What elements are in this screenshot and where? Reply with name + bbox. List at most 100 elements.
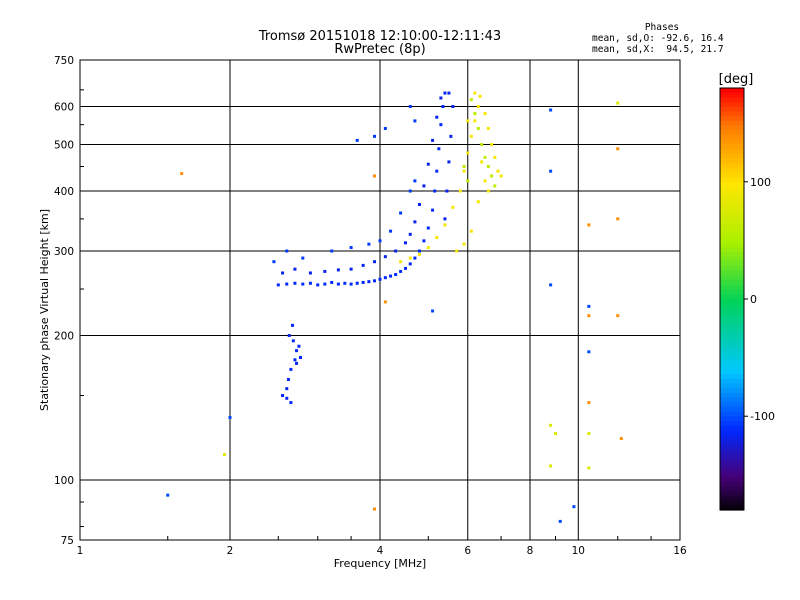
colorbar-segment xyxy=(720,505,744,511)
data-point xyxy=(462,242,466,246)
data-point xyxy=(458,189,462,193)
data-point xyxy=(443,223,447,227)
data-point xyxy=(408,262,412,266)
data-point xyxy=(587,466,591,470)
colorbar-segment xyxy=(720,486,744,492)
data-point xyxy=(367,280,371,284)
data-point xyxy=(483,112,487,116)
x-tick-label: 16 xyxy=(673,545,687,557)
colorbar-segment xyxy=(720,458,744,464)
data-point xyxy=(166,493,170,497)
data-point xyxy=(549,108,553,112)
colorbar-segment xyxy=(720,284,744,291)
data-point xyxy=(417,253,421,257)
colorbar-segment xyxy=(720,172,744,178)
colorbar-segment xyxy=(720,364,744,370)
colorbar-segment xyxy=(720,411,744,417)
data-point xyxy=(616,314,620,318)
colorbar-label: [deg] xyxy=(719,72,754,87)
colorbar-segment xyxy=(720,299,744,305)
data-point xyxy=(417,249,421,253)
colorbar-segment xyxy=(720,345,744,352)
y-tick-label: 750 xyxy=(54,55,74,67)
data-point xyxy=(473,112,477,116)
data-point xyxy=(483,155,487,159)
data-point xyxy=(298,355,302,359)
data-point xyxy=(285,249,289,253)
colorbar-tick-label: 100 xyxy=(750,176,771,189)
data-point xyxy=(443,91,447,95)
colorbar-segment xyxy=(720,439,744,445)
data-point xyxy=(417,202,421,206)
data-point xyxy=(180,172,184,176)
data-point xyxy=(499,174,503,178)
phases-title: Phases xyxy=(644,22,680,33)
data-point xyxy=(486,164,490,168)
data-point xyxy=(496,169,500,173)
data-point xyxy=(480,143,484,147)
colorbar-segment xyxy=(720,322,744,328)
data-point xyxy=(343,281,347,285)
colorbar-segment xyxy=(720,481,744,488)
data-point xyxy=(476,105,480,109)
colorbar-segment xyxy=(720,158,744,164)
data-point xyxy=(399,269,403,273)
data-point xyxy=(451,205,455,209)
colorbar-segment xyxy=(720,205,744,211)
data-point xyxy=(587,432,591,436)
data-point xyxy=(549,169,553,173)
data-point xyxy=(399,211,403,215)
colorbar-segment xyxy=(720,116,744,122)
colorbar-segment xyxy=(720,88,744,94)
data-point xyxy=(439,123,443,127)
data-point xyxy=(451,105,455,109)
data-point xyxy=(394,273,398,277)
data-point xyxy=(455,249,459,253)
colorbar-segment xyxy=(720,238,744,244)
data-point xyxy=(462,169,466,173)
colorbar-segment xyxy=(720,130,744,136)
data-point xyxy=(272,260,276,264)
colorbar-segment xyxy=(720,106,744,113)
colorbar-segment xyxy=(720,294,744,300)
data-point xyxy=(549,464,553,468)
data-point xyxy=(587,223,591,227)
data-point xyxy=(289,401,293,405)
data-point xyxy=(373,174,377,178)
data-point xyxy=(413,256,417,260)
colorbar-segment xyxy=(720,247,744,253)
y-tick-label: 500 xyxy=(54,140,74,152)
data-point xyxy=(616,147,620,151)
colorbar-segment xyxy=(720,313,744,319)
data-point xyxy=(286,377,290,381)
data-point xyxy=(383,255,387,259)
data-point xyxy=(447,91,451,95)
data-point xyxy=(378,277,382,281)
data-point xyxy=(549,283,553,287)
data-point xyxy=(285,396,289,400)
colorbar-segment xyxy=(720,289,744,295)
data-point xyxy=(462,164,466,168)
phases-legend: Phases mean, sd,O: -92.6, 16.4 mean, sd,… xyxy=(592,22,732,55)
data-point xyxy=(466,179,470,183)
y-tick-label: 600 xyxy=(54,102,74,114)
colorbar-segment xyxy=(720,261,744,267)
data-point xyxy=(373,279,377,283)
x-tick-label: 2 xyxy=(227,545,234,557)
data-point xyxy=(466,151,470,155)
data-point xyxy=(435,115,439,119)
data-point xyxy=(330,249,334,253)
colorbar-segment xyxy=(720,111,744,117)
x-tick-label: 1 xyxy=(77,545,84,557)
data-point xyxy=(336,268,340,272)
colorbar-segment xyxy=(720,177,744,183)
data-point xyxy=(587,314,591,318)
data-point xyxy=(466,119,470,123)
data-point xyxy=(476,200,480,204)
colorbar-segment xyxy=(720,266,744,272)
data-point xyxy=(435,236,439,240)
data-point xyxy=(330,280,334,284)
data-point xyxy=(399,260,403,264)
data-point xyxy=(443,217,447,221)
